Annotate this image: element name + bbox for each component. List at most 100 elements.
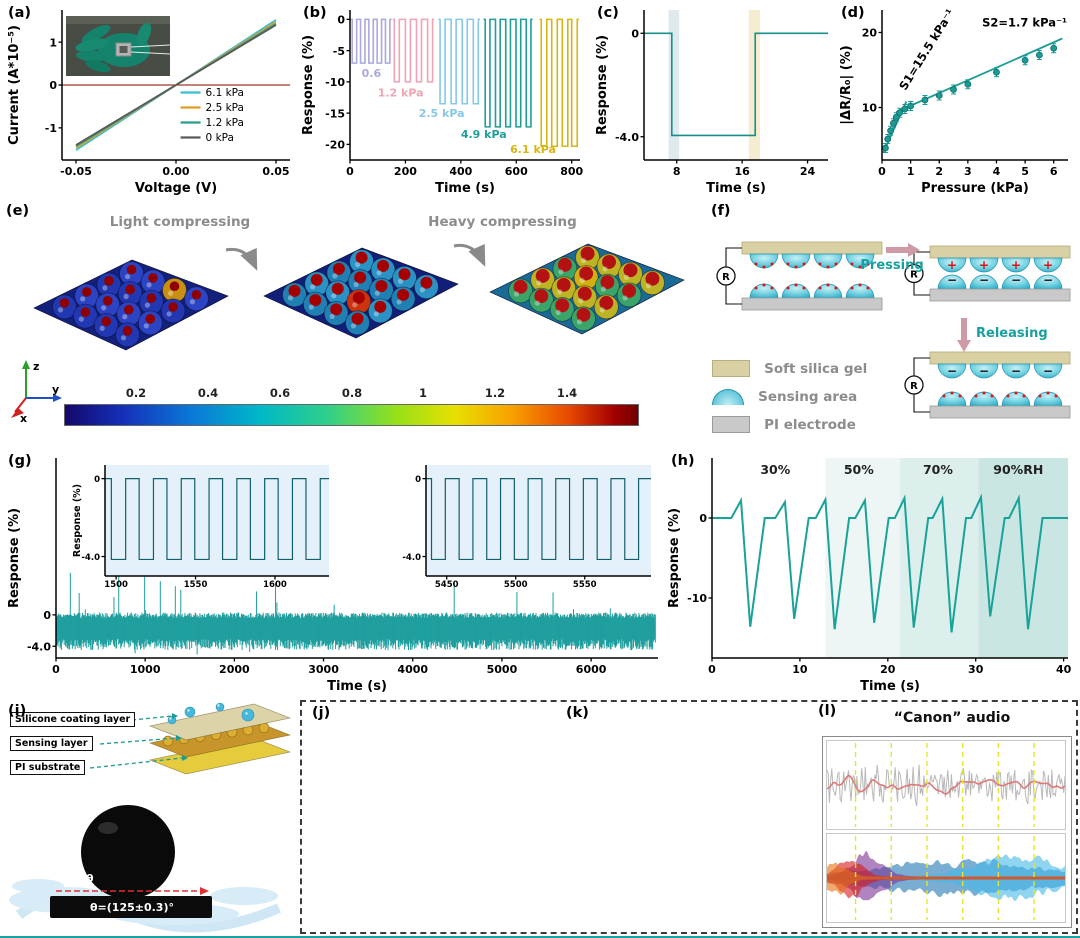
svg-text:S2=1.7 kPa⁻¹: S2=1.7 kPa⁻¹ (982, 16, 1067, 30)
svg-text:4000: 4000 (397, 663, 428, 676)
audio-waveform-spectral (826, 833, 1066, 923)
audio-waveform-frame (822, 736, 1072, 928)
svg-text:1600: 1600 (263, 580, 287, 590)
colorbar-tick: 0.4 (197, 386, 219, 400)
svg-text:R: R (910, 269, 918, 280)
svg-text:-0.05: -0.05 (60, 165, 92, 178)
svg-text:Time (s): Time (s) (706, 181, 766, 196)
svg-text:800: 800 (560, 165, 583, 178)
application-panels-dashed-box (300, 700, 1078, 934)
svg-text:10: 10 (792, 663, 808, 676)
svg-text:0: 0 (43, 609, 51, 622)
svg-text:5450: 5450 (435, 580, 459, 590)
panel-label-c: (c) (597, 5, 619, 21)
svg-text:10: 10 (862, 102, 878, 115)
colorbar-tick: 0.8 (341, 386, 363, 400)
single-cycle-response-chart: 8 16 24 0 -4.0 Time (s) Response (%) (594, 4, 836, 196)
svg-text:30: 30 (968, 663, 984, 676)
svg-text:5: 5 (1021, 165, 1029, 178)
svg-text:5500: 5500 (504, 580, 528, 590)
svg-text:1: 1 (49, 36, 57, 49)
svg-text:−: − (979, 364, 989, 378)
fem-simulation-images (33, 243, 685, 351)
svg-text:0: 0 (346, 165, 354, 178)
svg-text:|ΔR/R₀| (%): |ΔR/R₀| (%) (839, 45, 854, 124)
panel-label-f: (f) (711, 203, 731, 219)
svg-text:0 kPa: 0 kPa (206, 132, 234, 144)
svg-text:0.05: 0.05 (262, 165, 289, 178)
panel-label-k: (k) (566, 705, 589, 721)
z-axis-label: z (33, 360, 39, 373)
svg-text:3: 3 (964, 165, 972, 178)
svg-text:8: 8 (673, 165, 681, 178)
svg-text:2: 2 (935, 165, 943, 178)
svg-text:Time (s): Time (s) (435, 181, 495, 196)
svg-text:−: − (1011, 364, 1021, 378)
svg-text:6000: 6000 (576, 663, 607, 676)
svg-text:24: 24 (800, 165, 816, 178)
svg-text:+: + (947, 258, 957, 272)
svg-text:−: − (947, 364, 957, 378)
panel-label-d: (d) (841, 5, 865, 21)
svg-text:-1: -1 (45, 122, 57, 135)
svg-text:40: 40 (1056, 663, 1072, 676)
svg-text:Time (s): Time (s) (327, 679, 387, 694)
svg-text:4.9 kPa: 4.9 kPa (461, 128, 507, 141)
svg-text:1.2 kPa: 1.2 kPa (378, 86, 424, 99)
svg-text:5550: 5550 (573, 580, 597, 590)
svg-text:+: + (979, 258, 989, 272)
svg-text:R: R (910, 381, 918, 392)
svg-text:-5: -5 (333, 45, 345, 58)
svg-text:Pressure (kPa): Pressure (kPa) (921, 181, 1029, 196)
svg-text:2.5 kPa: 2.5 kPa (419, 107, 465, 120)
svg-text:Response (%): Response (%) (72, 484, 83, 557)
svg-text:-15: -15 (325, 107, 345, 120)
svg-text:-20: -20 (325, 139, 345, 152)
waterproof-structure-diagram (9, 702, 292, 933)
svg-text:Response (%): Response (%) (595, 35, 610, 135)
svg-text:600: 600 (505, 165, 528, 178)
pi-electrode-label: PI electrode (764, 416, 856, 433)
legend-row-pi-electrode: PI electrode (712, 414, 856, 433)
colorbar-tick: 0.2 (125, 386, 147, 400)
svg-text:70%: 70% (923, 462, 953, 477)
svg-text:400: 400 (449, 165, 472, 178)
svg-text:Voltage (V): Voltage (V) (135, 181, 217, 196)
light-compressing-label: Light compressing (109, 214, 251, 230)
svg-text:-4.0: -4.0 (27, 640, 51, 653)
silicone-coating-layer-label: Silicone coating layer (10, 712, 136, 727)
svg-text:30%: 30% (760, 462, 790, 477)
svg-text:−: − (947, 273, 957, 287)
svg-text:0: 0 (94, 475, 100, 485)
svg-text:S1=15.5 kPa⁻¹: S1=15.5 kPa⁻¹ (896, 6, 957, 92)
audio-waveform-raw (826, 740, 1066, 830)
svg-text:20: 20 (862, 27, 878, 40)
heavy-compressing-label: Heavy compressing (428, 214, 577, 230)
contact-angle-value: θ=(125±0.3)° (90, 901, 174, 914)
svg-text:1: 1 (907, 165, 915, 178)
humidity-response-chart: 30% 50% 70% 90%RH 0 10 20 30 40 0 -10 Time (s) Respo… (666, 452, 1076, 694)
svg-text:5000: 5000 (487, 663, 518, 676)
canon-audio-title: “Canon” audio (893, 710, 1011, 726)
svg-text:Time (s): Time (s) (860, 679, 920, 694)
svg-text:16: 16 (734, 165, 750, 178)
svg-text:1000: 1000 (130, 663, 161, 676)
svg-text:6: 6 (1050, 165, 1058, 178)
svg-text:1500: 1500 (104, 580, 128, 590)
svg-text:3000: 3000 (308, 663, 339, 676)
svg-text:+: + (1011, 258, 1021, 272)
svg-text:0.6: 0.6 (362, 67, 382, 80)
svg-text:4: 4 (993, 165, 1001, 178)
svg-text:-10: -10 (325, 76, 345, 89)
silica-gel-label: Soft silica gel (764, 360, 868, 377)
svg-text:0: 0 (49, 79, 57, 92)
panel-label-a: (a) (8, 5, 32, 21)
colorbar-tick: 1.4 (556, 386, 578, 400)
iv-curve-chart: 6.1 kPa 2.5 kPa 1.2 kPa 0 kPa -0.05 0.00 0.05 -… (6, 4, 296, 196)
svg-text:90%RH: 90%RH (993, 462, 1043, 477)
glove-photo-inset (66, 16, 171, 80)
svg-text:−: − (1043, 364, 1053, 378)
svg-text:0: 0 (415, 475, 421, 485)
panel-label-b: (b) (303, 5, 327, 21)
